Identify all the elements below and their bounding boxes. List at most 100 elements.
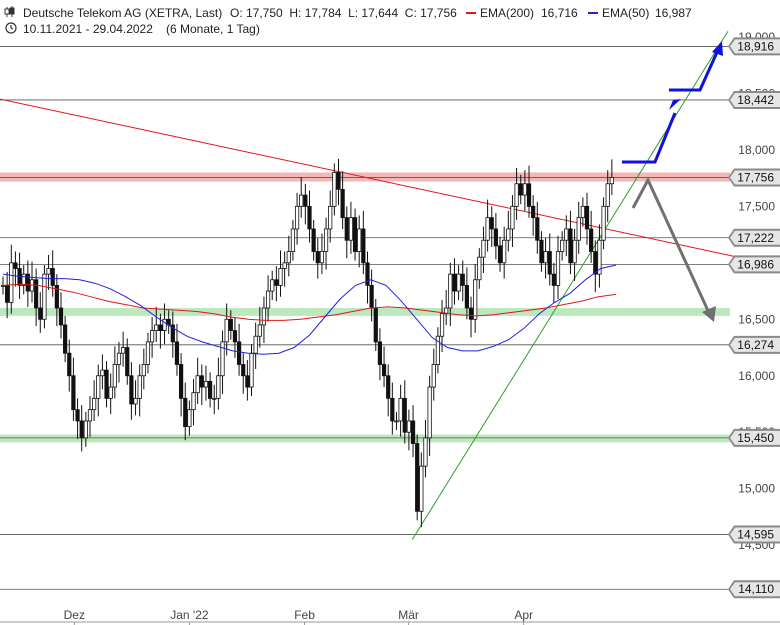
trendlines-layer [0,31,780,540]
candle-body [87,409,93,422]
price-tag-label: 15,450 [737,431,774,445]
clock-icon [5,22,17,34]
candle-body [303,194,308,207]
candle-body [497,245,503,264]
price-tag-label: 14,110 [738,582,774,596]
candle-body [13,262,18,269]
price-tag: 17,222 [728,228,780,247]
candle-body [158,324,163,331]
candle-body [373,307,378,343]
candle-body [100,369,105,377]
candle-body [328,205,333,230]
chart-header: Deutsche Telekom AG (XETRA, Last) O: 17,… [4,6,692,36]
candle-body [183,397,188,427]
candle-body [236,341,242,365]
candle-body [423,437,428,467]
candle-body [0,285,6,287]
candle-body [336,172,341,190]
candle-body [332,172,337,207]
candlestick-icon [4,6,15,17]
candle-body [481,239,486,258]
candle-body [278,268,283,286]
candle-body [129,375,134,405]
candle-body [419,465,424,512]
x-tick-label: Dez [64,608,85,622]
candle-body [299,194,304,207]
candle-body [502,239,507,264]
candle-body [125,347,130,377]
candle-body [506,228,511,241]
candle-body [290,228,296,252]
gridlines-layer [0,46,730,590]
y-tick-label: 17,500 [738,199,775,213]
candle-body [543,251,548,264]
candle-body [104,369,109,399]
candle-body [232,330,238,343]
candle-body [46,268,51,275]
y-tick-label: 15,000 [738,482,775,496]
y-tick-label: 16,000 [738,369,775,383]
candle-body [195,375,200,394]
ema50-legend-label: EMA(50) [602,6,649,20]
candle-body [406,420,412,433]
candle-body [340,189,345,219]
candle-body [9,262,14,303]
support-zone-2 [0,434,730,443]
candle-body [551,273,556,286]
candle-body [518,183,523,196]
price-tag-face [730,257,780,272]
bearish-arrowhead [702,306,716,322]
candle-body [365,262,370,286]
candle-body [361,228,366,264]
candle-body [270,279,275,292]
candle-body [83,420,88,439]
bullish-arrowhead-1 [669,99,681,110]
x-tick-label: Jan '22 [170,608,209,622]
candle-body [369,285,374,309]
candle-body [560,239,565,252]
candle-body [63,324,68,354]
candle-body [25,273,30,292]
candle-body [468,307,474,320]
price-tag-label: 17,222 [737,231,774,245]
price-tag-label: 14,595 [737,527,774,541]
candle-body [564,228,569,241]
candle-body [555,251,561,286]
price-tag-label: 16,986 [737,257,774,271]
price-tag-face [730,170,780,185]
candle-body [377,341,383,365]
candle-body [245,375,250,388]
candle-body [71,375,76,411]
candle-body [241,364,246,377]
candle-body [21,273,26,286]
candle-body [601,205,606,241]
price-tag-label: 18,916 [737,39,774,53]
candle-body [589,228,594,252]
candle-body [150,330,155,343]
candle-body [539,239,544,264]
candle-body [116,352,122,365]
candles-layer [0,158,614,528]
candle-body [179,364,184,399]
candle-body [348,217,354,241]
price-tag: 18,916 [728,37,780,56]
ema200-legend-label: EMA(200) [480,6,534,20]
bullish-path-1 [622,112,677,164]
price-tag-label: 18,442 [737,93,774,107]
candle-body [394,420,399,423]
candle-body [92,397,97,411]
candle-body [137,375,142,399]
candle-body [535,217,540,241]
candle-body [34,279,39,309]
support-zone-1 [0,308,730,316]
candle-body [452,273,457,292]
candle-body [212,397,217,400]
candle-body [431,364,436,388]
ema200-line [2,283,617,321]
candle-body [315,251,320,264]
candle-body [323,228,329,252]
candle-body [154,324,159,331]
candle-body [162,318,167,331]
candle-body [145,341,151,365]
candle-body [311,228,316,252]
